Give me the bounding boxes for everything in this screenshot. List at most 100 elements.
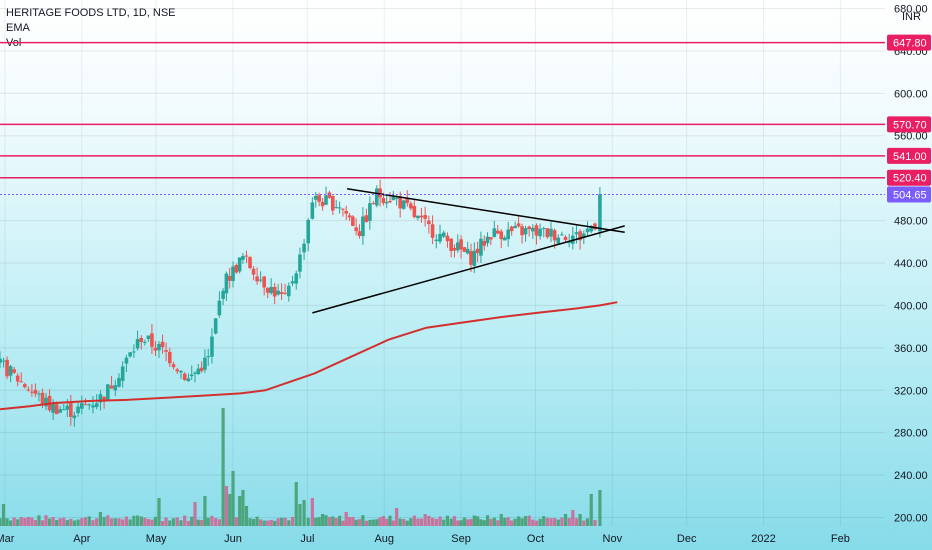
trendline-resistance[interactable] bbox=[346, 188, 625, 233]
candle-body bbox=[80, 403, 84, 409]
x-tick-label: Dec bbox=[677, 533, 697, 545]
candle-body bbox=[549, 228, 553, 237]
volume-bar bbox=[388, 515, 392, 526]
candle-body bbox=[279, 292, 284, 294]
volume-bar bbox=[503, 517, 507, 526]
candle-body bbox=[19, 381, 24, 383]
candle-body bbox=[1, 360, 6, 362]
candle-body bbox=[251, 268, 256, 275]
volume-bar bbox=[231, 471, 235, 526]
indicator-ema-label[interactable]: EMA bbox=[6, 22, 30, 34]
volume-bar bbox=[520, 518, 524, 526]
candle-body bbox=[578, 231, 582, 241]
volume-bar bbox=[179, 520, 183, 526]
volume-bar bbox=[310, 498, 314, 526]
volume-bar bbox=[334, 517, 338, 526]
candle-body bbox=[320, 201, 325, 207]
candle-body bbox=[117, 377, 121, 387]
candle-body bbox=[44, 397, 48, 407]
candle-body bbox=[15, 375, 20, 382]
volume-bar bbox=[221, 408, 225, 526]
ema-line[interactable] bbox=[0, 301, 618, 411]
volume-bar bbox=[499, 514, 503, 526]
volume-bar bbox=[361, 515, 365, 526]
candle-body bbox=[313, 195, 318, 200]
trendline-support[interactable] bbox=[312, 225, 625, 314]
volume-bar bbox=[306, 518, 310, 526]
candle-body bbox=[40, 392, 45, 404]
volume-bar bbox=[139, 516, 143, 526]
volume-bar bbox=[228, 494, 232, 526]
volume-bar bbox=[378, 517, 382, 526]
candle-body bbox=[193, 372, 197, 374]
chart-title: HERITAGE FOODS LTD, 1D, NSE bbox=[6, 7, 176, 19]
candle-body bbox=[98, 394, 103, 403]
volume-bar bbox=[317, 517, 321, 526]
candle-body bbox=[502, 237, 507, 241]
volume-bar bbox=[563, 514, 568, 526]
candle-body bbox=[65, 405, 70, 410]
volume-bar bbox=[351, 516, 355, 526]
volume-bar bbox=[117, 518, 121, 526]
volume-bar bbox=[65, 520, 69, 526]
candle-body bbox=[593, 223, 597, 230]
volume-bar bbox=[171, 518, 176, 526]
candle-body bbox=[258, 279, 263, 281]
candle-body bbox=[120, 366, 125, 381]
candle-body bbox=[0, 358, 2, 363]
candle-body bbox=[94, 403, 99, 408]
volume-bar bbox=[466, 519, 470, 526]
level-520-40-text: 520.40 bbox=[893, 173, 927, 185]
volume-bar bbox=[331, 516, 335, 526]
candle-body bbox=[217, 300, 222, 316]
volume-bar bbox=[593, 519, 597, 526]
volume-bar bbox=[489, 518, 493, 526]
candle-body bbox=[182, 373, 187, 381]
candle-body bbox=[560, 234, 564, 236]
y-tick-label: 240.00 bbox=[894, 470, 928, 482]
candle-body bbox=[175, 369, 180, 372]
candle-body bbox=[244, 255, 249, 257]
volume-bar bbox=[55, 519, 59, 526]
candle-body bbox=[124, 357, 129, 364]
price-axis[interactable] bbox=[885, 0, 932, 550]
volume-bar bbox=[168, 520, 172, 526]
candle-body bbox=[143, 341, 147, 343]
x-tick-label: 2022 bbox=[751, 533, 775, 545]
candle-body bbox=[109, 385, 114, 389]
volume-bar bbox=[153, 516, 158, 526]
volume-bar bbox=[1, 504, 6, 526]
volume-bar bbox=[347, 517, 352, 526]
candle-body bbox=[91, 405, 95, 408]
candle-body bbox=[224, 273, 229, 294]
volume-bar bbox=[402, 519, 406, 526]
candle-body bbox=[516, 223, 521, 227]
candle-body bbox=[378, 188, 382, 198]
volume-bar bbox=[375, 519, 379, 526]
candle-body bbox=[552, 230, 557, 241]
y-tick-label: 400.00 bbox=[894, 300, 928, 312]
volume-bar bbox=[549, 518, 553, 526]
volume-bar bbox=[5, 518, 9, 526]
volume-bar bbox=[9, 520, 13, 526]
candle-body bbox=[255, 276, 259, 282]
candle-body bbox=[492, 228, 497, 237]
volume-bar bbox=[193, 502, 197, 526]
candle-body bbox=[347, 215, 352, 218]
volume-bar bbox=[582, 520, 586, 526]
candle-body bbox=[302, 243, 306, 253]
candle-body bbox=[455, 242, 460, 251]
candle-body bbox=[331, 195, 335, 211]
candle-body bbox=[523, 228, 528, 235]
candle-body bbox=[368, 203, 372, 221]
candle-body bbox=[513, 225, 517, 229]
volume-bar bbox=[381, 516, 386, 526]
volume-bar bbox=[98, 512, 102, 526]
volume-bar bbox=[76, 519, 80, 526]
volume-bar bbox=[542, 516, 546, 526]
candle-body bbox=[157, 343, 161, 351]
volume-bar bbox=[398, 518, 402, 526]
y-tick-label: 200.00 bbox=[894, 513, 928, 525]
